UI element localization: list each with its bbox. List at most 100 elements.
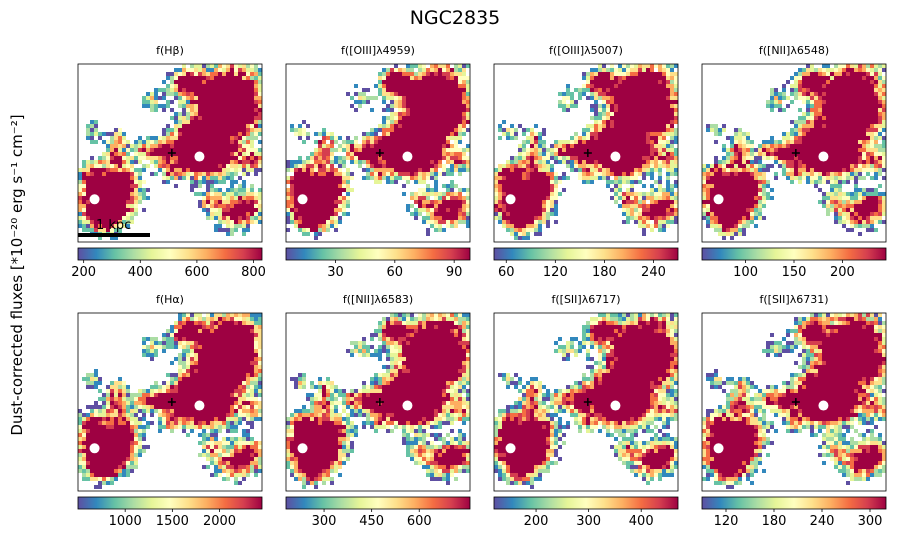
flux-pixel bbox=[402, 144, 406, 148]
flux-pixel bbox=[398, 136, 402, 140]
flux-pixel bbox=[802, 88, 806, 92]
flux-pixel bbox=[258, 188, 262, 192]
flux-pixel bbox=[510, 208, 514, 212]
flux-pixel bbox=[842, 112, 846, 116]
flux-pixel bbox=[394, 100, 398, 104]
flux-pixel bbox=[770, 152, 774, 156]
flux-pixel bbox=[650, 68, 654, 72]
flux-pixel bbox=[126, 152, 130, 156]
flux-pixel bbox=[838, 80, 842, 84]
flux-pixel bbox=[202, 176, 206, 180]
flux-pixel bbox=[330, 212, 334, 216]
flux-pixel bbox=[426, 76, 430, 80]
flux-pixel bbox=[654, 160, 658, 164]
flux-pixel bbox=[534, 188, 538, 192]
flux-pixel bbox=[330, 144, 334, 148]
flux-pixel bbox=[354, 92, 358, 96]
flux-pixel bbox=[226, 64, 230, 68]
flux-pixel bbox=[338, 192, 342, 196]
flux-pixel bbox=[738, 160, 742, 164]
flux-pixel bbox=[226, 204, 230, 208]
flux-pixel bbox=[254, 104, 258, 108]
flux-pixel bbox=[182, 128, 186, 132]
flux-pixel bbox=[646, 116, 650, 120]
flux-pixel bbox=[462, 164, 466, 168]
flux-pixel bbox=[790, 84, 794, 88]
flux-pixel bbox=[366, 96, 370, 100]
flux-pixel bbox=[878, 96, 882, 100]
flux-pixel bbox=[834, 176, 838, 180]
flux-pixel bbox=[254, 220, 258, 224]
flux-pixel bbox=[170, 168, 174, 172]
flux-pixel bbox=[638, 180, 642, 184]
flux-pixel bbox=[878, 72, 882, 76]
flux-pixel bbox=[346, 204, 350, 208]
flux-pixel bbox=[862, 196, 866, 200]
flux-pixel bbox=[594, 152, 598, 156]
flux-pixel bbox=[494, 200, 498, 204]
flux-pixel bbox=[438, 80, 442, 84]
flux-pixel bbox=[226, 80, 230, 84]
flux-pixel bbox=[662, 196, 666, 200]
flux-pixel bbox=[350, 176, 354, 180]
flux-pixel bbox=[822, 204, 826, 208]
flux-pixel bbox=[90, 208, 94, 212]
flux-pixel bbox=[542, 216, 546, 220]
flux-pixel bbox=[182, 156, 186, 160]
flux-pixel bbox=[102, 172, 106, 176]
flux-pixel bbox=[502, 204, 506, 208]
flux-pixel bbox=[586, 156, 590, 160]
flux-pixel bbox=[110, 140, 114, 144]
flux-pixel bbox=[822, 88, 826, 92]
flux-pixel bbox=[106, 176, 110, 180]
flux-pixel bbox=[202, 140, 206, 144]
flux-pixel bbox=[794, 124, 798, 128]
flux-pixel bbox=[458, 200, 462, 204]
flux-pixel bbox=[722, 164, 726, 168]
flux-pixel bbox=[826, 112, 830, 116]
flux-pixel bbox=[870, 216, 874, 220]
flux-pixel bbox=[202, 104, 206, 108]
flux-pixel bbox=[322, 160, 326, 164]
flux-pixel bbox=[850, 156, 854, 160]
flux-pixel bbox=[434, 228, 438, 232]
flux-pixel bbox=[646, 120, 650, 124]
flux-pixel bbox=[190, 184, 194, 188]
flux-pixel bbox=[410, 104, 414, 108]
flux-pixel bbox=[226, 68, 230, 72]
flux-pixel bbox=[202, 200, 206, 204]
flux-pixel bbox=[674, 212, 678, 216]
flux-pixel bbox=[302, 176, 306, 180]
flux-pixel bbox=[238, 212, 242, 216]
flux-pixel bbox=[878, 152, 882, 156]
flux-pixel bbox=[434, 204, 438, 208]
flux-pixel bbox=[530, 204, 534, 208]
flux-pixel bbox=[634, 76, 638, 80]
flux-pixel bbox=[238, 208, 242, 212]
flux-pixel bbox=[802, 128, 806, 132]
flux-pixel bbox=[874, 124, 878, 128]
flux-pixel bbox=[398, 176, 402, 180]
flux-pixel bbox=[534, 204, 538, 208]
flux-pixel bbox=[534, 136, 538, 140]
flux-pixel bbox=[562, 152, 566, 156]
flux-pixel bbox=[502, 212, 506, 216]
flux-pixel bbox=[870, 188, 874, 192]
flux-pixel bbox=[834, 152, 838, 156]
flux-pixel bbox=[410, 92, 414, 96]
flux-pixel bbox=[610, 160, 614, 164]
flux-pixel bbox=[742, 164, 746, 168]
flux-pixel bbox=[226, 136, 230, 140]
flux-pixel bbox=[194, 160, 198, 164]
flux-pixel bbox=[858, 192, 862, 196]
flux-pixel bbox=[226, 212, 230, 216]
flux-pixel bbox=[646, 92, 650, 96]
flux-pixel bbox=[838, 156, 842, 160]
flux-pixel bbox=[842, 192, 846, 196]
flux-pixel bbox=[646, 224, 650, 228]
flux-pixel bbox=[578, 148, 582, 152]
flux-pixel bbox=[806, 132, 810, 136]
flux-pixel bbox=[410, 124, 414, 128]
flux-pixel bbox=[506, 132, 510, 136]
flux-pixel bbox=[670, 116, 674, 120]
